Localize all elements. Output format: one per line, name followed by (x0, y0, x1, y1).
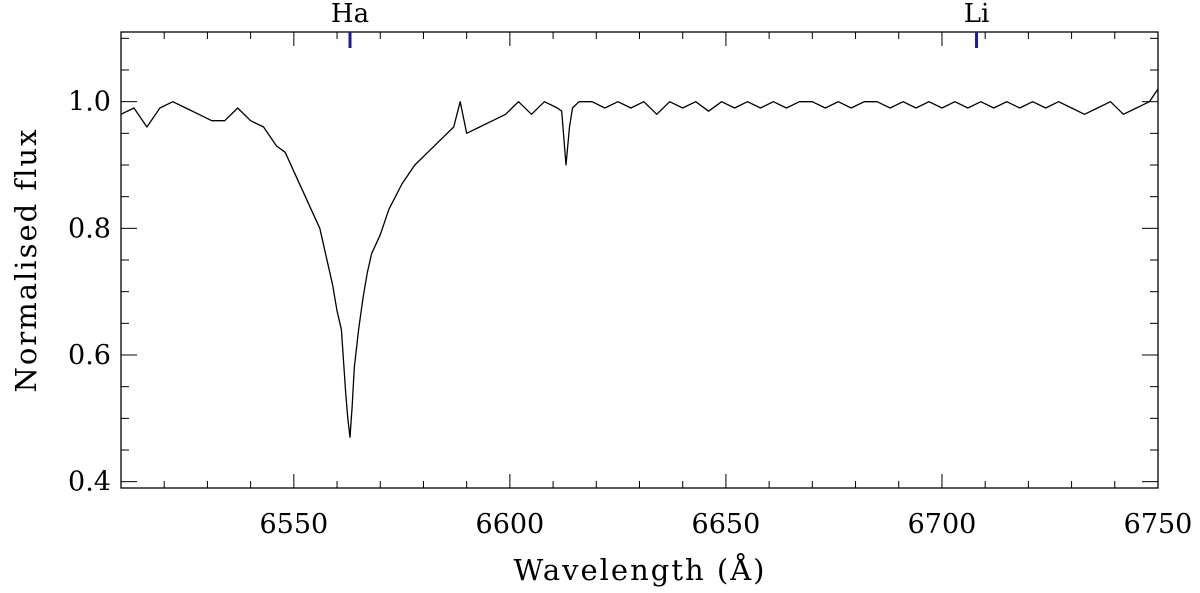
x-tick-label: 6650 (692, 509, 761, 540)
x-tick-label: 6550 (259, 509, 328, 540)
y-tick-label: 0.6 (68, 340, 111, 371)
y-tick-label: 1.0 (68, 87, 111, 118)
line-marker-label: Ha (331, 0, 369, 29)
x-tick-label: 6700 (908, 509, 977, 540)
spectrum-line (120, 88, 1159, 438)
y-axis-title: Normalised flux (9, 128, 43, 393)
x-tick-label: 6750 (1124, 509, 1193, 540)
x-tick-label: 6600 (476, 509, 545, 540)
plot-frame (120, 31, 1159, 489)
x-axis-title: Wavelength (Å) (514, 552, 767, 587)
y-tick-label: 0.4 (68, 467, 111, 498)
y-tick-label: 0.8 (68, 213, 111, 244)
line-marker-label: Li (964, 0, 990, 29)
